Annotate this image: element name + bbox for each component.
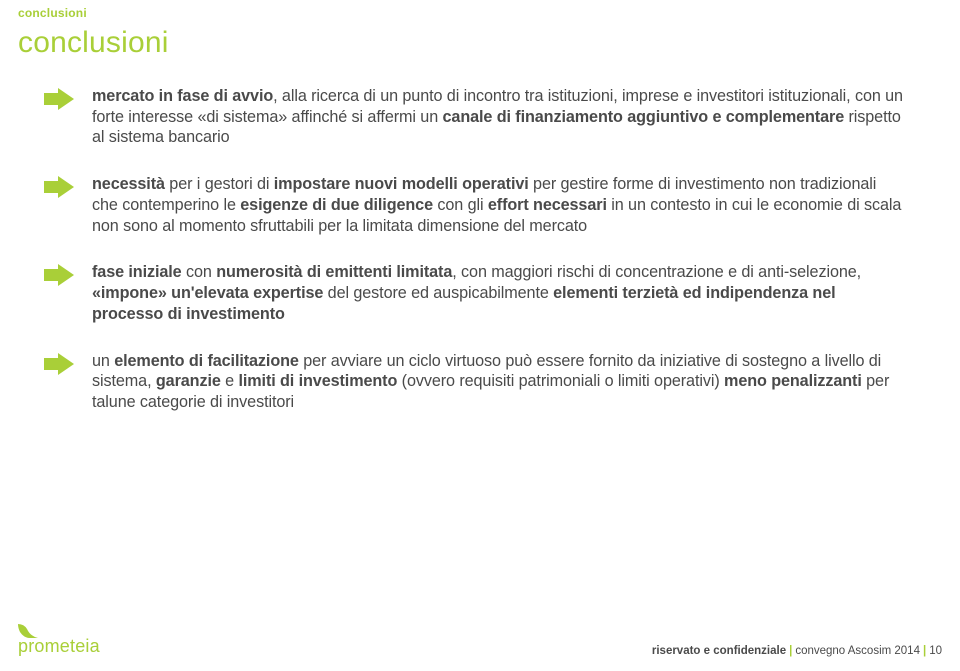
- footer-page: 10: [929, 645, 942, 657]
- arrow-right-icon: [44, 264, 74, 286]
- footer: prometeia riservato e confidenziale|conv…: [18, 624, 942, 657]
- separator-icon: |: [920, 645, 929, 657]
- section-tag: conclusioni: [18, 6, 87, 20]
- bullet-item: un elemento di facilitazione per avviare…: [44, 351, 906, 413]
- arrow-right-icon: [44, 353, 74, 375]
- brand-logo: prometeia: [18, 624, 100, 657]
- separator-icon: |: [786, 645, 795, 657]
- bullet-item: necessità per i gestori di impostare nuo…: [44, 174, 906, 236]
- bullet-item: mercato in fase di avvio, alla ricerca d…: [44, 86, 906, 148]
- arrow-right-icon: [44, 88, 74, 110]
- footer-meta: riservato e confidenziale|convegno Ascos…: [652, 645, 942, 657]
- bullet-item: fase iniziale con numerosità di emittent…: [44, 262, 906, 324]
- content-area: mercato in fase di avvio, alla ricerca d…: [44, 86, 906, 439]
- footer-confidential: riservato e confidenziale: [652, 645, 786, 657]
- bullet-text: un elemento di facilitazione per avviare…: [92, 351, 906, 413]
- bullet-text: fase iniziale con numerosità di emittent…: [92, 262, 906, 324]
- bullet-text: necessità per i gestori di impostare nuo…: [92, 174, 906, 236]
- footer-event: convegno Ascosim 2014: [795, 645, 920, 657]
- arrow-right-icon: [44, 176, 74, 198]
- page-title: conclusioni: [18, 26, 169, 60]
- brand-name: prometeia: [18, 636, 100, 657]
- bullet-text: mercato in fase di avvio, alla ricerca d…: [92, 86, 906, 148]
